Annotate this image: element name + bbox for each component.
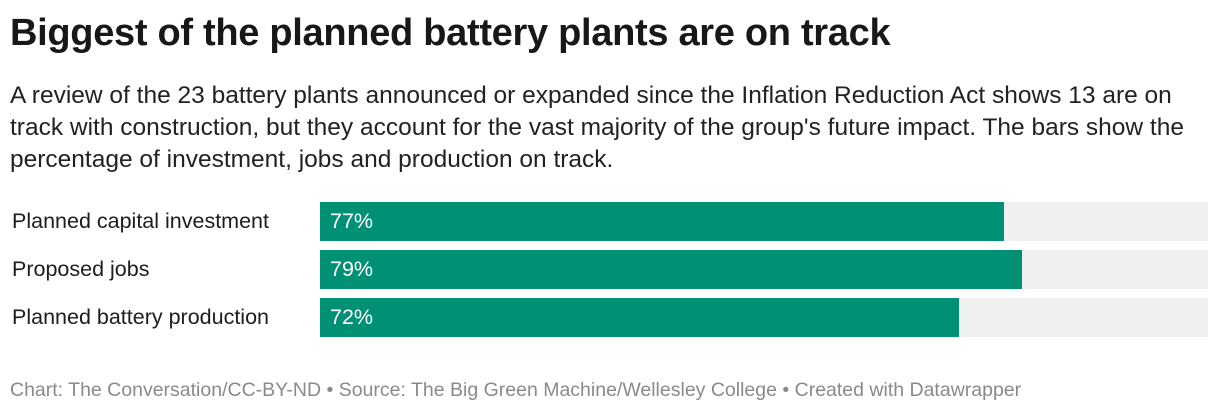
category-label: Planned capital investment <box>12 209 269 233</box>
chart-footer: Chart: The Conversation/CC-BY-ND • Sourc… <box>10 379 1022 401</box>
chart-title: Biggest of the planned battery plants ar… <box>10 12 891 54</box>
bar: 72% <box>320 298 960 337</box>
chart-subtitle: A review of the 23 battery plants announ… <box>10 82 1184 173</box>
value-label: 79% <box>330 257 374 281</box>
bar-track: 79% <box>320 250 1208 289</box>
bar-row: Proposed jobs 79% <box>0 250 1220 289</box>
value-label: 72% <box>330 305 374 329</box>
value-label: 77% <box>330 209 374 233</box>
bar: 79% <box>320 250 1022 289</box>
bar-track: 72% <box>320 298 1208 337</box>
bar-track: 77% <box>320 202 1208 241</box>
category-label: Planned battery production <box>12 305 269 329</box>
bar-row: Planned battery production 72% <box>0 298 1220 337</box>
category-label: Proposed jobs <box>12 257 150 281</box>
bar-row: Planned capital investment 77% <box>0 202 1220 241</box>
bar: 77% <box>320 202 1004 241</box>
